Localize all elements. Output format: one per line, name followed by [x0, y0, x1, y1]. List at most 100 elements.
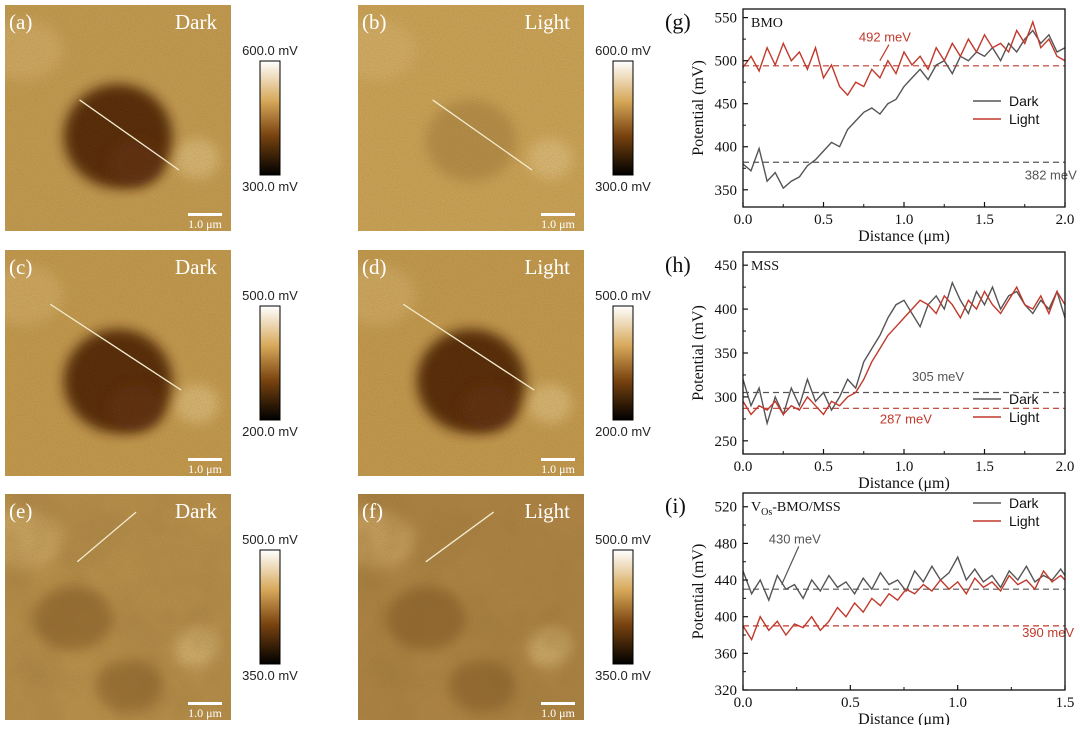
- colorbar-max-label: 600.0 mV: [595, 43, 651, 58]
- y-tick-label: 550: [715, 11, 738, 27]
- y-tick-label: 250: [715, 434, 738, 450]
- y-tick-label: 400: [715, 610, 738, 626]
- y-tick-label: 440: [715, 573, 738, 589]
- condition-label: Dark: [175, 499, 217, 523]
- x-tick-label: 2.0: [1056, 459, 1075, 475]
- colorbar-min-label: 200.0 mV: [242, 424, 298, 439]
- condition-label: Light: [525, 255, 571, 279]
- annotation-label: 492 meV: [859, 30, 911, 45]
- x-axis-label: Distance (μm): [858, 711, 950, 725]
- scale-bar-label: 1.0 μm: [188, 462, 222, 476]
- x-tick-label: 0.5: [841, 695, 860, 711]
- x-tick-label: 0.5: [814, 459, 833, 475]
- potential-profile-charts: (g) 492 meV 382 meV 0.0 0.5 1.0 1.5 2.0 350 400 45…: [665, 8, 1077, 728]
- colorbar: [612, 305, 634, 421]
- afm-noise-texture: [358, 5, 584, 231]
- annotation-label: 382 meV: [1025, 167, 1077, 182]
- legend-label: Dark: [1009, 495, 1040, 511]
- afm-noise-texture: [5, 250, 231, 476]
- annotation-label: 390 meV: [1022, 625, 1074, 640]
- y-tick-label: 350: [715, 183, 738, 199]
- afm-image-grid: (a) Dark 1.0 μm 600.0 mV 300.0 mV (b) Light 1.0…: [5, 5, 651, 720]
- y-tick-label: 480: [715, 536, 738, 552]
- profile-chart: (h) 305 meV 287 meV 0.0 0.5 1.0 1.5 2.0 250 300 35…: [665, 251, 1075, 492]
- legend-label: Dark: [1009, 391, 1040, 407]
- y-tick-label: 360: [715, 646, 738, 662]
- annotation-label: 305 meV: [912, 369, 964, 384]
- profile-chart: (g) 492 meV 382 meV 0.0 0.5 1.0 1.5 2.0 350 400 45…: [665, 8, 1077, 245]
- x-axis-label: Distance (μm): [858, 475, 950, 492]
- x-tick-label: 1.5: [1056, 695, 1075, 711]
- colorbar-min-label: 300.0 mV: [242, 179, 298, 194]
- panel-label: (c): [9, 255, 32, 279]
- afm-noise-texture: [358, 494, 584, 720]
- y-axis-label: Potential (mV): [690, 60, 707, 156]
- x-tick-label: 2.0: [1056, 212, 1075, 228]
- scale-bar: [541, 458, 575, 461]
- y-tick-label: 450: [715, 97, 738, 113]
- profile-line: [49, 303, 182, 391]
- y-axis-label: Potential (mV): [690, 544, 707, 640]
- afm-panel: (f) Light 1.0 μm: [358, 494, 584, 720]
- profile-line: [76, 511, 137, 563]
- afm-panel: (d) Light 1.0 μm: [358, 250, 584, 476]
- y-tick-label: 400: [715, 302, 738, 318]
- y-tick-label: 300: [715, 390, 738, 406]
- x-tick-label: 0.0: [734, 695, 753, 711]
- chart-panel-label: (h): [665, 252, 691, 277]
- series-line-light: [742, 19, 1066, 97]
- colorbar-max-label: 500.0 mV: [242, 532, 298, 547]
- panel-label: (e): [9, 499, 32, 523]
- condition-label: Light: [525, 499, 571, 523]
- y-tick-label: 500: [715, 54, 738, 70]
- scale-bar-label: 1.0 μm: [188, 706, 222, 720]
- profile-chart: (i) 430 meV 390 meV 0.0 0.5 1.0 1.5 320 360 400 44…: [665, 492, 1075, 728]
- scale-bar-label: 1.0 μm: [541, 217, 575, 231]
- afm-panel: (c) Dark 1.0 μm: [5, 250, 231, 476]
- legend-label: Dark: [1009, 93, 1040, 109]
- colorbar-min-label: 350.0 mV: [595, 668, 651, 683]
- y-tick-label: 320: [715, 683, 738, 699]
- series-line-dark: [742, 29, 1066, 190]
- legend-label: Light: [1009, 111, 1039, 127]
- colorbar-max-label: 500.0 mV: [595, 532, 651, 547]
- condition-label: Dark: [175, 255, 217, 279]
- scale-bar-label: 1.0 μm: [541, 706, 575, 720]
- scale-bar-label: 1.0 μm: [188, 217, 222, 231]
- x-tick-label: 1.0: [895, 212, 914, 228]
- panel-label: (b): [362, 10, 387, 34]
- scale-bar: [188, 458, 222, 461]
- x-tick-label: 1.5: [975, 212, 994, 228]
- series-line-dark: [742, 555, 1066, 603]
- sample-label: MSS: [751, 259, 779, 274]
- profile-line: [425, 511, 494, 563]
- x-axis-label: Distance (μm): [858, 228, 950, 245]
- colorbar-min-label: 350.0 mV: [242, 668, 298, 683]
- scale-bar: [541, 213, 575, 216]
- colorbar: [612, 549, 634, 665]
- x-tick-label: 1.0: [948, 695, 967, 711]
- x-tick-label: 0.5: [814, 212, 833, 228]
- profile-line: [79, 99, 180, 171]
- colorbar: [259, 60, 281, 176]
- y-tick-label: 450: [715, 258, 738, 274]
- sample-label: BMO: [751, 16, 783, 31]
- annotation-arrow: [879, 44, 890, 61]
- scale-bar: [188, 213, 222, 216]
- series-line-light: [742, 285, 1066, 416]
- scale-bar-label: 1.0 μm: [541, 462, 575, 476]
- profile-line: [402, 303, 535, 391]
- y-tick-label: 400: [715, 140, 738, 156]
- legend-label: Light: [1009, 513, 1039, 529]
- y-tick-label: 520: [715, 500, 738, 516]
- scale-bar: [188, 702, 222, 705]
- x-tick-label: 1.0: [895, 459, 914, 475]
- annotation-label: 287 meV: [880, 411, 932, 426]
- colorbar-min-label: 200.0 mV: [595, 424, 651, 439]
- chart-panel-label: (g): [665, 9, 691, 34]
- scale-bar: [541, 702, 575, 705]
- y-axis-label: Potential (mV): [690, 305, 707, 401]
- afm-panel: (b) Light 1.0 μm: [358, 5, 584, 231]
- panel-label: (d): [362, 255, 387, 279]
- colorbar-min-label: 300.0 mV: [595, 179, 651, 194]
